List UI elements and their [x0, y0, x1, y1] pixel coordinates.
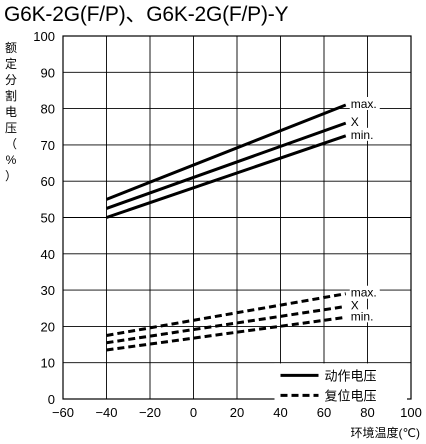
- y-tick-label: 80: [41, 102, 55, 117]
- series-line-operate: [105, 103, 347, 201]
- series-label-bg: [349, 115, 362, 129]
- y-axis-label-char: 电: [4, 105, 17, 119]
- series-line-operate: [105, 121, 347, 210]
- y-tick-labels: 0 10 20 30 40 50 60 70 80 90 100: [33, 29, 55, 407]
- series-label-bg: [349, 285, 380, 299]
- series-label: X: [351, 298, 359, 312]
- x-tick-label: 100: [400, 405, 422, 420]
- y-tick-label: 0: [48, 392, 55, 407]
- series-label-bg: [349, 127, 380, 141]
- y-tick-label: 20: [41, 319, 55, 334]
- x-tick-label: −40: [95, 405, 117, 420]
- chart-title: G6K-2G(F/P)、G6K-2G(F/P)-Y: [4, 3, 289, 26]
- y-tick-label: 60: [41, 174, 55, 189]
- y-tick-label: 90: [41, 65, 55, 80]
- legend-label: 复位电压: [325, 389, 377, 404]
- x-tick-label: −20: [139, 405, 161, 420]
- grid: [63, 36, 411, 399]
- y-axis-label-char: 割: [4, 89, 17, 103]
- y-tick-label: 30: [41, 283, 55, 298]
- x-tick-label: 40: [273, 405, 287, 420]
- y-tick-label: 70: [41, 138, 55, 153]
- x-tick-labels: −60 −40 −20 0 20 40 60 80 100: [52, 405, 422, 420]
- x-tick-label: −60: [52, 405, 74, 420]
- y-tick-label: 50: [41, 211, 55, 226]
- y-axis-label-char: %: [5, 153, 17, 167]
- y-axis-label-char: ）: [4, 169, 17, 183]
- series-label: max.: [351, 97, 377, 111]
- series-label-bg: [349, 96, 380, 110]
- x-tick-label: 20: [230, 405, 244, 420]
- y-axis-label-char: 分: [4, 73, 17, 87]
- series-line-release: [106, 315, 346, 352]
- y-tick-label: 40: [41, 247, 55, 262]
- series-label: min.: [351, 128, 374, 142]
- x-tick-label: 60: [317, 405, 331, 420]
- series-label: max.: [351, 286, 377, 300]
- y-axis-label: 额定分割电压 （% ）: [4, 40, 18, 184]
- series-label: min.: [351, 309, 374, 323]
- y-axis-label-char: 额: [4, 41, 17, 55]
- x-tick-label: 80: [360, 405, 374, 420]
- series-label-bg: [349, 309, 380, 323]
- series-line-release: [106, 292, 347, 337]
- series: [105, 103, 347, 352]
- plot-frame: [62, 35, 412, 400]
- x-tick-label: 0: [190, 405, 197, 420]
- legend-label: 动作电压: [325, 369, 377, 384]
- y-tick-label: 10: [41, 356, 55, 371]
- y-axis-label-char: 压: [4, 121, 17, 135]
- series-label-bg: [349, 298, 362, 312]
- series-line-release: [106, 304, 346, 345]
- series-line-operate: [106, 134, 347, 219]
- x-axis-label: 环境温度(℃): [350, 426, 420, 440]
- y-axis-label-char: （: [4, 137, 17, 151]
- y-axis-label-char: 定: [4, 57, 17, 71]
- y-tick-label: 100: [33, 29, 55, 44]
- series-label: X: [351, 115, 359, 129]
